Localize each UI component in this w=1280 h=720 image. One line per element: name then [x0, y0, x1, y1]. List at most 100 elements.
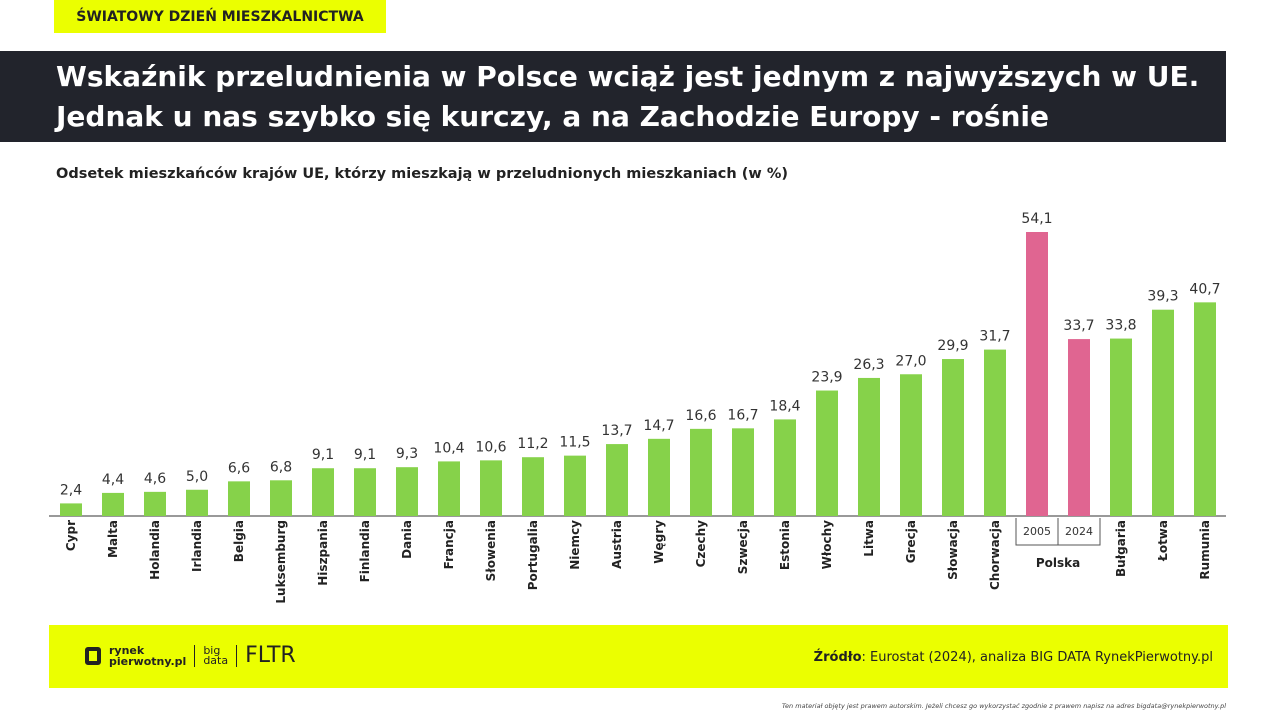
bar-Portugalia: [522, 457, 544, 516]
group-bracket: [1015, 518, 1101, 546]
tick-label: Finlandia: [358, 520, 372, 582]
bar-Słowenia: [480, 460, 502, 516]
bar-Grecja: [900, 374, 922, 516]
data-label: 6,6: [228, 460, 250, 476]
data-label: 31,7: [979, 329, 1010, 345]
bar-Chorwacja: [984, 349, 1006, 516]
bar-Słowacja: [942, 359, 964, 516]
logo-text-b: pierwotny.pl: [109, 654, 187, 668]
bar-Francja: [438, 461, 460, 516]
data-label: 54,1: [1021, 211, 1052, 227]
data-label: 29,9: [937, 338, 968, 354]
title-line-2: Jednak u nas szybko się kurczy, a na Zac…: [56, 100, 1050, 133]
data-label: 40,7: [1189, 281, 1220, 297]
data-label: 11,2: [517, 436, 548, 452]
tick-label: Łotwa: [1156, 520, 1170, 562]
data-label: 23,9: [811, 370, 842, 386]
bar-2024: [1068, 339, 1090, 516]
tick-label: Cypr: [64, 520, 78, 551]
tick-label: 2005: [1023, 525, 1051, 538]
bigdata-b: data: [203, 653, 229, 667]
bar-Litwa: [858, 377, 880, 516]
chart-title: Odsetek mieszkańców krajów UE, którzy mi…: [56, 166, 788, 182]
tick-label: Chorwacja: [988, 520, 1002, 590]
tick-label: Węgry: [652, 520, 666, 564]
bar-Cypr: [60, 503, 82, 516]
tick-label: Szwecja: [736, 520, 750, 574]
data-label: 9,3: [396, 446, 418, 462]
tick-label: Portugalia: [526, 520, 540, 590]
fltr-logo: FLTR: [245, 643, 296, 668]
data-label: 33,8: [1105, 318, 1136, 334]
tick-label: Belgia: [232, 520, 246, 562]
data-label: 16,6: [685, 408, 716, 424]
bar-Belgia: [228, 481, 250, 516]
bar-Malta: [102, 492, 124, 516]
data-label: 27,0: [895, 353, 926, 369]
logo-text-a: rynek: [109, 643, 145, 657]
bar-Hiszpania: [312, 468, 334, 516]
source-label: Źródło: [813, 650, 862, 665]
tick-label: Hiszpania: [316, 520, 330, 586]
page-title: Wskaźnik przeludnienia w Polsce wciąż je…: [0, 51, 1226, 142]
bar-Estonia: [774, 419, 796, 516]
data-label: 14,7: [643, 418, 674, 434]
tick-label: Grecja: [904, 520, 918, 563]
title-line-1: Wskaźnik przeludnienia w Polsce wciąż je…: [56, 60, 1200, 93]
tick-label: Litwa: [862, 520, 876, 557]
tick-label: Słowacja: [946, 520, 960, 580]
data-label: 5,0: [186, 469, 208, 485]
data-label: 26,3: [853, 357, 884, 373]
data-label: 16,7: [727, 407, 758, 423]
bar-Węgry: [648, 438, 670, 516]
source-text: : Eurostat (2024), analiza BIG DATA Ryne…: [861, 650, 1213, 665]
bar-Szwecja: [732, 428, 754, 516]
data-label: 9,1: [312, 447, 334, 463]
bar-Włochy: [816, 390, 838, 516]
bigdata-a: big: [203, 643, 221, 657]
bar-Holandia: [144, 491, 166, 516]
data-label: 10,4: [433, 440, 464, 456]
group-label: Polska: [1036, 556, 1080, 570]
data-label: 9,1: [354, 447, 376, 463]
source-note: Źródło: Eurostat (2024), analiza BIG DAT…: [814, 650, 1213, 665]
bar-Austria: [606, 444, 628, 516]
tick-label: Włochy: [820, 520, 834, 570]
bar-Czechy: [690, 428, 712, 516]
tick-label: Niemcy: [568, 520, 582, 570]
tick-label: Holandia: [148, 520, 162, 580]
footer: rynek pierwotny.pl big data FLTR Źródło: E…: [49, 625, 1228, 688]
bar-chart: 2,4 Cypr 4,4 Malta 4,6 Holandia 5,0 Irlandia 6,6…: [49, 211, 1226, 604]
tick-label: Malta: [106, 520, 120, 558]
bar-Dania: [396, 467, 418, 516]
data-label: 2,4: [60, 482, 82, 498]
data-label: 11,5: [559, 435, 590, 451]
bar-Irlandia: [186, 489, 208, 516]
bar-Bułgaria: [1110, 338, 1132, 516]
tick-label: Estonia: [778, 520, 792, 570]
tick-label: Rumunia: [1198, 520, 1212, 580]
event-tag: ŚWIATOWY DZIEŃ MIESZKALNICTWA: [54, 0, 386, 33]
data-label: 39,3: [1147, 289, 1178, 305]
tick-label: Austria: [610, 520, 624, 569]
data-label: 33,7: [1063, 318, 1094, 334]
rynekpierwotny-logo-icon: [85, 646, 101, 665]
tick-label: 2024: [1065, 525, 1093, 538]
bar-Luksemburg: [270, 480, 292, 516]
tick-label: Czechy: [694, 520, 708, 568]
data-label: 10,6: [475, 439, 506, 455]
tick-label: Luksemburg: [274, 520, 288, 604]
tick-label: Bułgaria: [1114, 520, 1128, 577]
data-label: 18,4: [769, 398, 800, 414]
data-label: 4,4: [102, 472, 124, 488]
bar-Rumunia: [1194, 302, 1216, 516]
copyright-note: Ten materiał objęty jest prawem autorski…: [781, 702, 1226, 710]
data-label: 13,7: [601, 423, 632, 439]
logos: rynek pierwotny.pl big data FLTR: [85, 643, 296, 668]
data-label: 4,6: [144, 471, 166, 487]
bar-Niemcy: [564, 455, 586, 516]
tick-label: Irlandia: [190, 520, 204, 572]
bar-Łotwa: [1152, 309, 1174, 516]
tick-label: Dania: [400, 520, 414, 559]
bar-Finlandia: [354, 468, 376, 516]
